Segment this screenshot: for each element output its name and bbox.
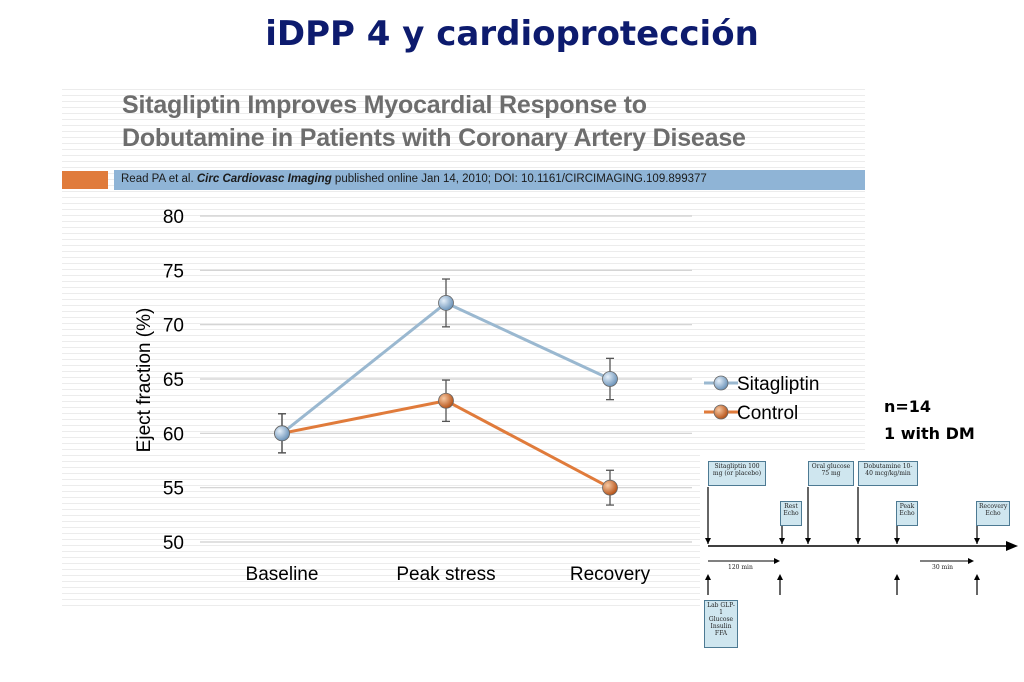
x-tick-label: Baseline <box>246 564 319 585</box>
x-tick-label: Peak stress <box>396 564 495 585</box>
data-point-control <box>602 479 618 496</box>
citation-text: Read PA et al. Circ Cardiovasc Imaging p… <box>121 173 707 185</box>
citation-accent <box>62 171 108 189</box>
protocol-box-recovery-echo: Recovery Echo <box>976 501 1010 526</box>
data-point-control <box>438 392 454 409</box>
y-tick-label: 80 <box>163 207 184 228</box>
chart-title-line2: Dobutamine in Patients with Coronary Art… <box>122 124 746 152</box>
protocol-box-sitagliptin: Sitagliptin 100 mg (or placebo) <box>708 461 766 486</box>
dm-count-label: 1 with DM <box>884 424 975 443</box>
protocol-box-rest-echo: Rest Echo <box>780 501 802 526</box>
protocol-box-dobutamine: Dobutamine 10-40 mcg/kg/min <box>858 461 918 486</box>
y-tick-label: 75 <box>163 261 184 282</box>
protocol-diagram: Sitagliptin 100 mg (or placebo) Rest Ech… <box>700 452 1024 662</box>
y-axis-label: Eject fraction (%) <box>134 308 155 453</box>
slide-title: iDPP 4 y cardioprotección <box>265 14 759 54</box>
citation-prefix: Read PA et al. <box>121 173 197 185</box>
legend-marker <box>713 375 729 391</box>
protocol-box-peak-echo: Peak Echo <box>896 501 918 526</box>
data-point-sitagliptin <box>438 295 454 311</box>
protocol-box-lab: Lab GLP-1 Glucose Insulin FFA <box>704 600 738 648</box>
chart-title-line1: Sitagliptin Improves Myocardial Response… <box>122 91 647 119</box>
protocol-box-oral-glucose: Oral glucose 75 mg <box>808 461 854 486</box>
protocol-timeline <box>705 487 1018 595</box>
y-tick-label: 50 <box>163 533 184 554</box>
citation-bar <box>114 170 865 190</box>
citation-suffix: published online Jan 14, 2010; DOI: 10.1… <box>331 173 707 185</box>
legend-label: Control <box>737 403 798 424</box>
legend-marker <box>713 404 729 420</box>
y-tick-label: 65 <box>163 370 184 391</box>
x-tick-label: Recovery <box>570 564 651 585</box>
protocol-label-120min: 120 min <box>728 564 753 571</box>
protocol-label-30min: 30 min <box>932 564 954 571</box>
data-point-sitagliptin <box>602 371 618 387</box>
legend-label: Sitagliptin <box>737 374 819 395</box>
citation-journal: Circ Cardiovasc Imaging <box>196 173 332 185</box>
data-point-sitagliptin <box>274 425 290 442</box>
y-tick-label: 70 <box>163 316 184 337</box>
sample-size-label: n=14 <box>884 397 932 416</box>
y-tick-label: 55 <box>163 479 184 500</box>
y-tick-label: 60 <box>163 424 184 445</box>
